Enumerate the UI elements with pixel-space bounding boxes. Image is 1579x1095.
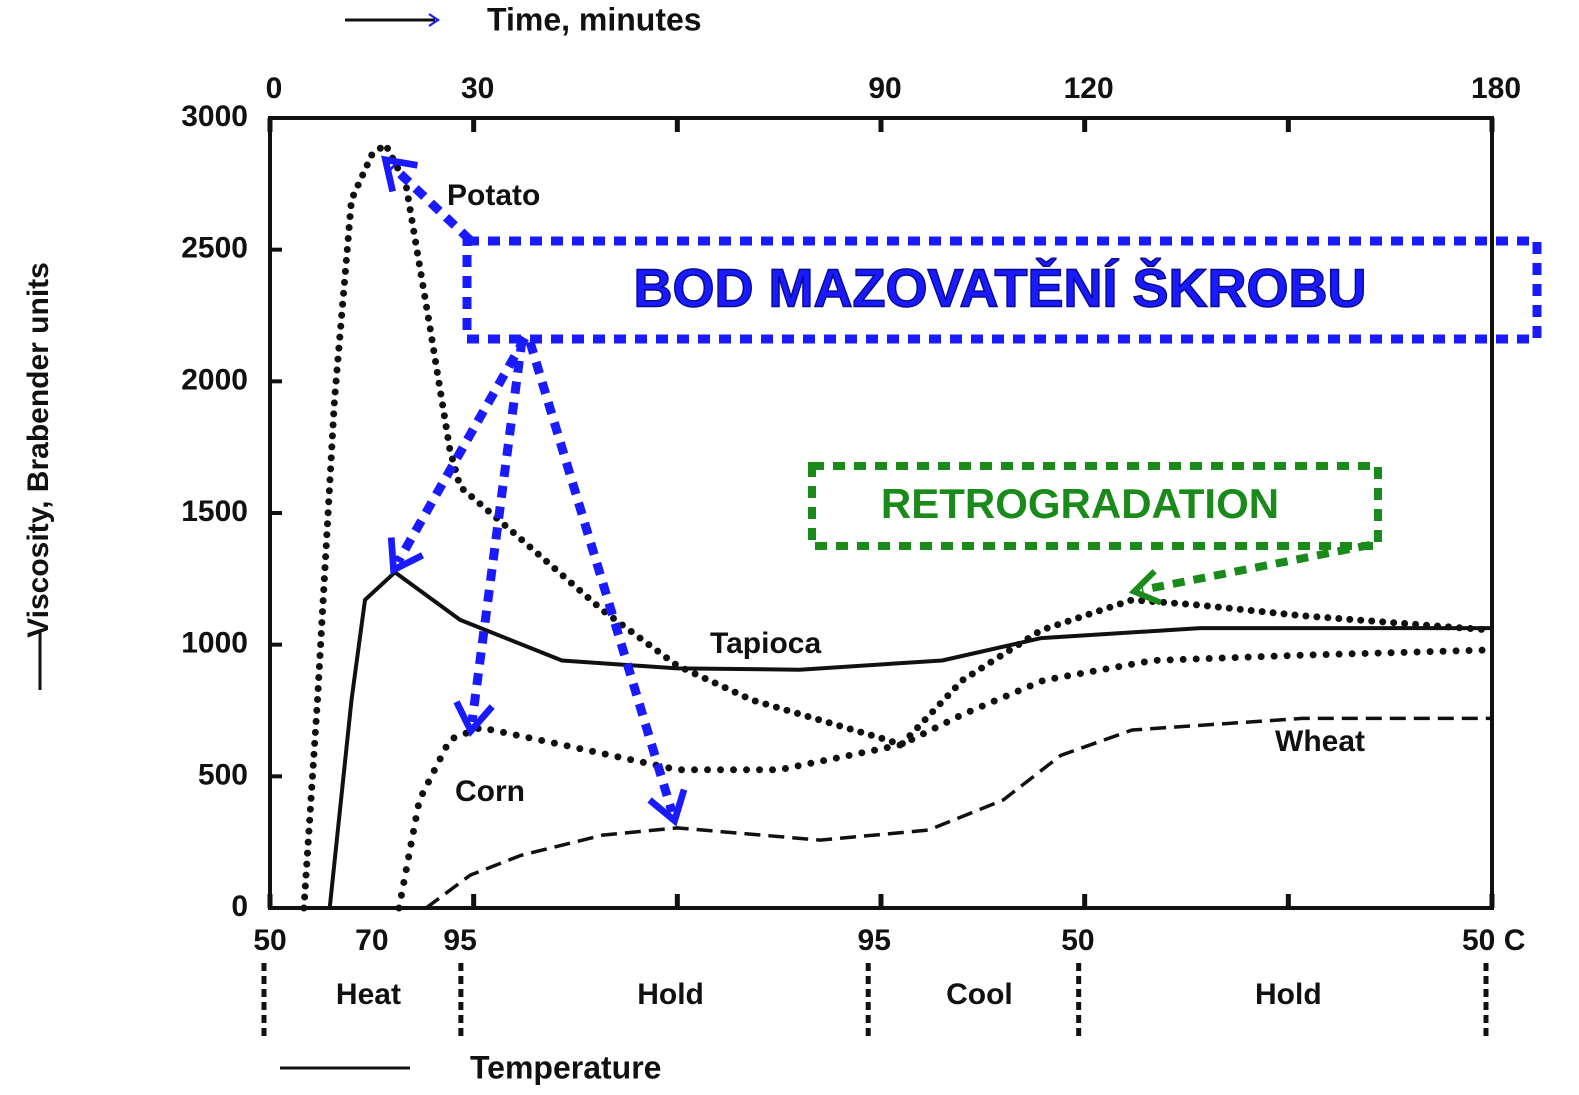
arrow	[453, 339, 527, 737]
y-tick-label: 2000	[181, 363, 248, 396]
x-tick-label: 90	[868, 72, 901, 105]
y-tick-label: 500	[198, 758, 248, 791]
arrow	[525, 340, 688, 827]
x-tick-label: 180	[1471, 72, 1521, 105]
series-line	[327, 570, 1492, 909]
annotation: BOD MAZOVATĚNÍ ŠKROBU	[634, 257, 1367, 318]
temperature-tick-label: 50	[1061, 924, 1094, 957]
temperature-tick-label: 95	[858, 924, 891, 957]
y-tick-label: 3000	[181, 100, 248, 133]
series-line	[395, 646, 1496, 912]
phase-label: Hold	[637, 978, 704, 1011]
series-lines	[300, 140, 1496, 912]
temperature-tick-label: 95	[443, 924, 476, 957]
x-tick-label: 0	[266, 72, 283, 105]
series-label: Corn	[455, 775, 525, 808]
arrow	[387, 335, 529, 576]
x-tick-label: 120	[1064, 72, 1114, 105]
annotation: RETROGRADATION	[881, 480, 1279, 527]
y-tick-label: 1000	[181, 627, 248, 660]
x-axis-label: Time, minutes	[487, 1, 702, 37]
series-label: Tapioca	[710, 627, 821, 660]
phase-label: Heat	[336, 978, 401, 1011]
series-line	[300, 140, 1496, 912]
temperature-label: Temperature	[470, 1049, 661, 1085]
series-label: Potato	[447, 179, 540, 212]
x-tick-label: 30	[461, 72, 494, 105]
annotation-arrows	[381, 155, 688, 827]
temperature-tick-label: 50	[253, 924, 286, 957]
phase-label: Hold	[1255, 978, 1322, 1011]
temperature-tick-label: 70	[355, 924, 388, 957]
annotation-box	[462, 236, 1542, 344]
y-axis-label: Viscosity, Brabender units	[22, 262, 55, 638]
y-tick-label: 1500	[181, 495, 248, 528]
series-label: Wheat	[1275, 725, 1365, 758]
arrow	[1128, 541, 1371, 606]
y-tick-label: 0	[231, 890, 248, 923]
phase-label: Cool	[946, 978, 1013, 1011]
series-line	[425, 716, 1492, 910]
y-tick-label: 2500	[181, 232, 248, 265]
annotation-box	[808, 462, 1382, 550]
temperature-tick-label: 50 C	[1462, 924, 1525, 957]
arrow	[381, 155, 474, 244]
